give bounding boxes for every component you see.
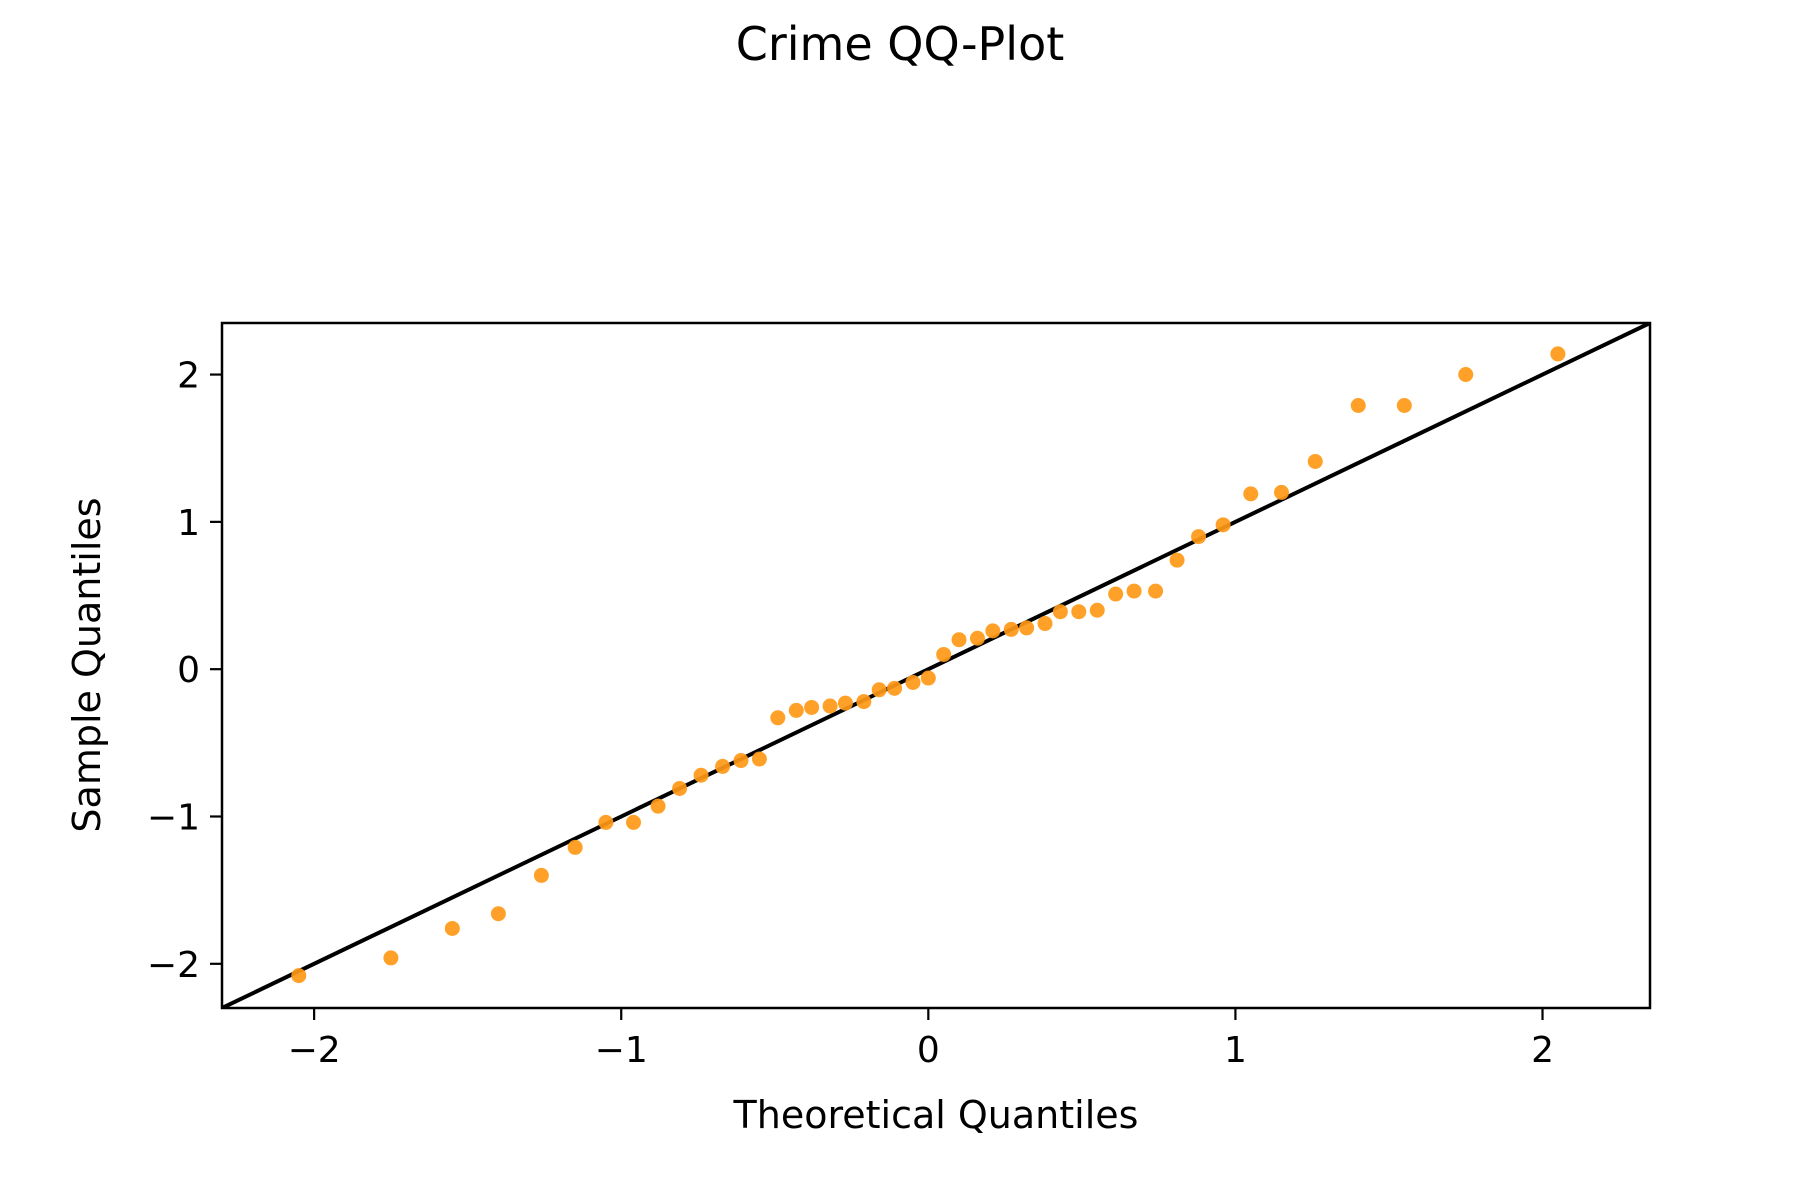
- y-tick-label: −1: [147, 797, 200, 838]
- data-point: [1037, 616, 1053, 632]
- plot-frame: [220, 321, 1652, 1010]
- data-point: [951, 632, 967, 648]
- data-point: [804, 699, 820, 715]
- data-point: [693, 767, 709, 783]
- data-point: [1215, 517, 1231, 533]
- data-point: [650, 798, 666, 814]
- reference-line-layer: [222, 323, 1650, 1008]
- data-point: [887, 680, 903, 696]
- data-point: [444, 920, 460, 936]
- data-point: [1108, 586, 1124, 602]
- data-point: [1458, 367, 1474, 383]
- data-point: [822, 698, 838, 714]
- data-point: [837, 695, 853, 711]
- data-point: [751, 751, 767, 767]
- x-axis-label: Theoretical Quantiles: [733, 1093, 1139, 1137]
- x-tick-label: 2: [1531, 1030, 1554, 1071]
- y-tick-label: −2: [147, 945, 200, 986]
- data-point: [920, 670, 936, 686]
- data-point: [1350, 397, 1366, 413]
- x-tick-label: −1: [595, 1030, 648, 1071]
- data-point: [1396, 397, 1412, 413]
- data-point: [1191, 529, 1207, 545]
- x-tick-label: −2: [288, 1030, 341, 1071]
- y-tick-label: 0: [177, 650, 200, 691]
- data-point: [1019, 620, 1035, 636]
- data-point: [672, 781, 688, 797]
- data-point: [490, 906, 506, 922]
- y-axis-label: Sample Quantiles: [65, 497, 109, 832]
- data-point: [1307, 453, 1323, 469]
- x-tick-label: 0: [917, 1030, 940, 1071]
- reference-line: [222, 323, 1650, 1008]
- data-point: [1071, 604, 1087, 620]
- data-point: [1243, 486, 1259, 502]
- y-tick-label: 2: [177, 356, 200, 397]
- data-point: [1550, 346, 1566, 362]
- data-point: [936, 646, 952, 662]
- data-point: [1126, 583, 1142, 599]
- data-point: [788, 702, 804, 718]
- x-tick-label: 1: [1224, 1030, 1247, 1071]
- data-point: [626, 814, 642, 830]
- data-point: [905, 674, 921, 690]
- y-axis-ticks: −2 −1 0 1 2: [147, 356, 222, 986]
- data-point: [1052, 604, 1068, 620]
- chart-title: Crime QQ-Plot: [736, 17, 1065, 71]
- data-point: [1148, 583, 1164, 599]
- y-tick-label: 1: [177, 503, 200, 544]
- data-point: [291, 968, 307, 984]
- data-point: [533, 867, 549, 883]
- data-point: [733, 753, 749, 769]
- data-point: [871, 682, 887, 698]
- data-point: [969, 630, 985, 646]
- data-point: [1169, 552, 1185, 568]
- x-axis-ticks: −2 −1 0 1 2: [288, 1008, 1554, 1071]
- data-point: [715, 758, 731, 774]
- data-point: [1089, 602, 1105, 618]
- data-point: [1273, 484, 1289, 500]
- data-point: [567, 839, 583, 855]
- data-point: [770, 710, 786, 726]
- data-point: [1003, 621, 1019, 637]
- data-point: [383, 950, 399, 966]
- data-point: [985, 623, 1001, 639]
- data-point: [856, 694, 872, 710]
- data-point: [598, 814, 614, 830]
- data-points-layer: [291, 346, 1566, 984]
